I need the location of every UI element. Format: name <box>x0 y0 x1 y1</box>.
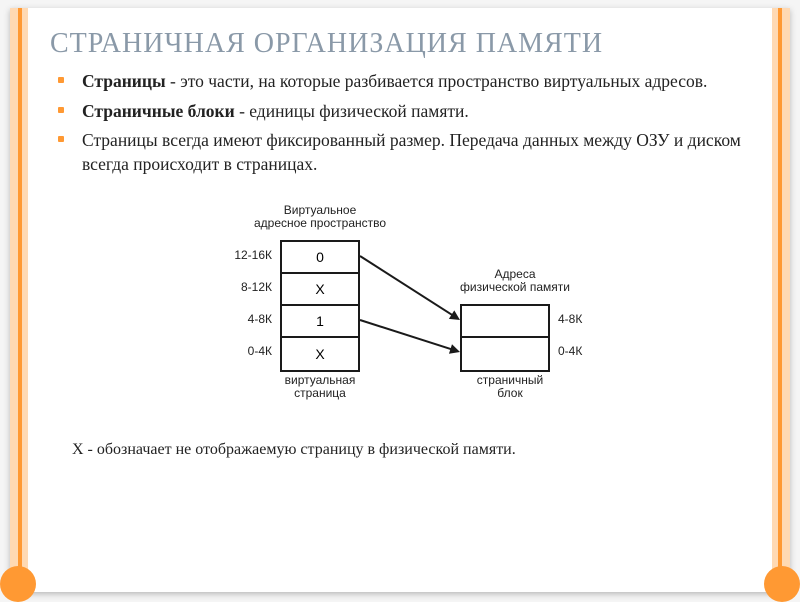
virtual-table-cell: 0 <box>282 242 358 274</box>
virtual-table-cell: X <box>282 338 358 370</box>
memory-paging-diagram: Виртуальное адресное пространство Адреса … <box>140 185 660 435</box>
physical-bottom-label: страничный блок <box>460 374 560 402</box>
bullet-lead: Страничные блоки <box>82 101 235 121</box>
bullet-rest: - это части, на которые разбивается прос… <box>166 71 708 91</box>
footnote-text: Х - обозначает не отображаемую страницу … <box>72 441 750 459</box>
virtual-table-cell: X <box>282 274 358 306</box>
slide-page: СТРАНИЧНАЯ ОРГАНИЗАЦИЯ ПАМЯТИ Страницы -… <box>10 8 790 592</box>
content-area: СТРАНИЧНАЯ ОРГАНИЗАЦИЯ ПАМЯТИ Страницы -… <box>50 28 750 572</box>
physical-table <box>460 304 550 372</box>
bullet-item: Страницы - это части, на которые разбива… <box>72 70 750 94</box>
corner-dot-bottom-left <box>0 566 36 602</box>
virtual-bottom-label: виртуальная страница <box>275 374 365 402</box>
physical-table-range-label: 0-4К <box>550 344 582 358</box>
accent-line-right <box>778 8 782 592</box>
bullet-list: Страницы - это части, на которые разбива… <box>72 70 750 177</box>
bullet-rest: - единицы физической памяти. <box>235 101 469 121</box>
physical-table-cell <box>462 338 548 370</box>
accent-line-left <box>18 8 22 592</box>
corner-dot-bottom-right <box>764 566 800 602</box>
virtual-table-range-label: 4-8К <box>248 312 280 326</box>
virtual-title-label: Виртуальное адресное пространство <box>250 204 390 232</box>
accent-strip-right <box>772 8 790 592</box>
virtual-table-cell: 1 <box>282 306 358 338</box>
mapping-arrow <box>360 319 453 350</box>
page-title: СТРАНИЧНАЯ ОРГАНИЗАЦИЯ ПАМЯТИ <box>50 28 750 60</box>
bullet-lead: Страницы <box>82 71 166 91</box>
bullet-item: Страничные блоки - единицы физической па… <box>72 100 750 124</box>
virtual-table-range-label: 0-4К <box>248 344 280 358</box>
physical-table-range-label: 4-8К <box>550 312 582 326</box>
accent-strip-left <box>10 8 28 592</box>
bullet-item: Страницы всегда имеют фиксированный разм… <box>72 129 750 176</box>
bullet-rest: Страницы всегда имеют фиксированный разм… <box>82 130 741 174</box>
virtual-table-range-label: 12-16К <box>234 248 280 262</box>
virtual-table-range-label: 8-12К <box>241 280 280 294</box>
mapping-arrow <box>359 255 453 316</box>
virtual-table: 0X1X <box>280 240 360 372</box>
physical-table-cell <box>462 306 548 338</box>
physical-title-label: Адреса физической памяти <box>450 268 580 296</box>
